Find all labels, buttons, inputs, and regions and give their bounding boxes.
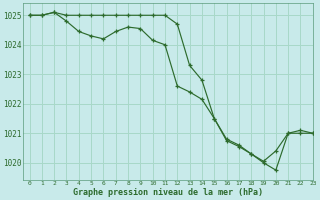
X-axis label: Graphe pression niveau de la mer (hPa): Graphe pression niveau de la mer (hPa) (73, 188, 263, 197)
